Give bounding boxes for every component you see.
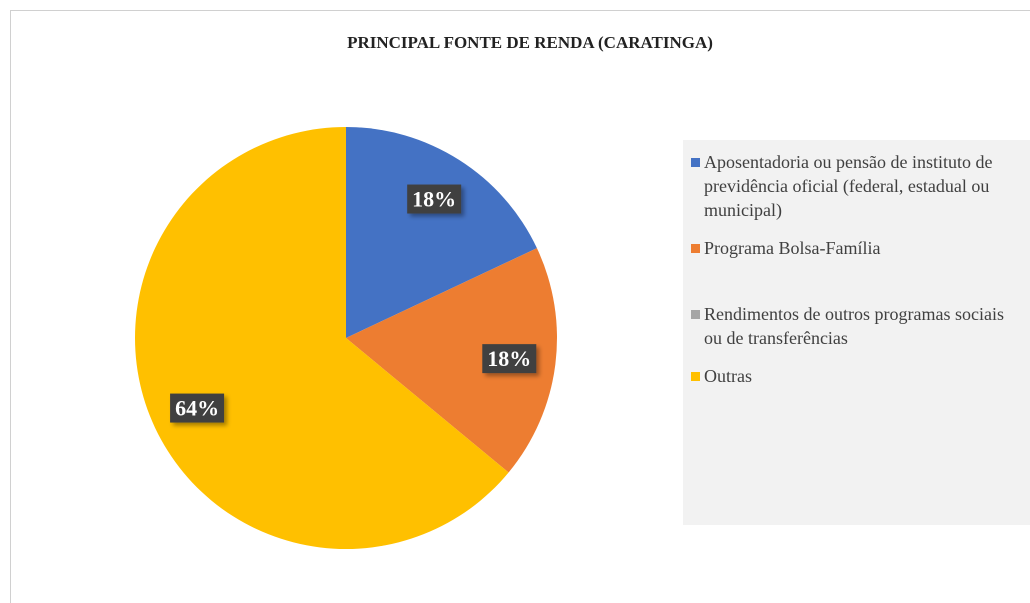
data-label-box bbox=[482, 344, 537, 374]
data-label: 18% bbox=[412, 187, 456, 212]
legend-item: Aposentadoria ou pensão de instituto de … bbox=[691, 150, 1022, 222]
data-label: 18% bbox=[487, 346, 531, 371]
legend-label: Programa Bolsa-Família bbox=[704, 238, 881, 258]
legend-swatch bbox=[691, 244, 700, 253]
data-label: 64% bbox=[175, 396, 219, 421]
data-label-box bbox=[407, 184, 462, 214]
legend-label: Rendimentos de outros programas sociais … bbox=[704, 304, 1004, 348]
pie-slice bbox=[346, 248, 557, 473]
legend-item: Rendimentos de outros programas sociais … bbox=[691, 302, 1022, 350]
legend-item: Programa Bolsa-Família bbox=[691, 236, 1022, 260]
legend-label: Aposentadoria ou pensão de instituto de … bbox=[704, 152, 993, 220]
chart-border bbox=[10, 10, 1030, 603]
legend: Aposentadoria ou pensão de instituto de … bbox=[683, 140, 1030, 525]
pie-slice bbox=[135, 127, 509, 549]
legend-label: Outras bbox=[704, 366, 752, 386]
legend-swatch bbox=[691, 372, 700, 381]
legend-item: Outras bbox=[691, 364, 1022, 388]
legend-swatch bbox=[691, 310, 700, 319]
legend-swatch bbox=[691, 158, 700, 167]
chart-title: PRINCIPAL FONTE DE RENDA (CARATINGA) bbox=[347, 33, 713, 52]
pie-slice bbox=[346, 127, 537, 338]
data-label-box bbox=[170, 393, 225, 423]
